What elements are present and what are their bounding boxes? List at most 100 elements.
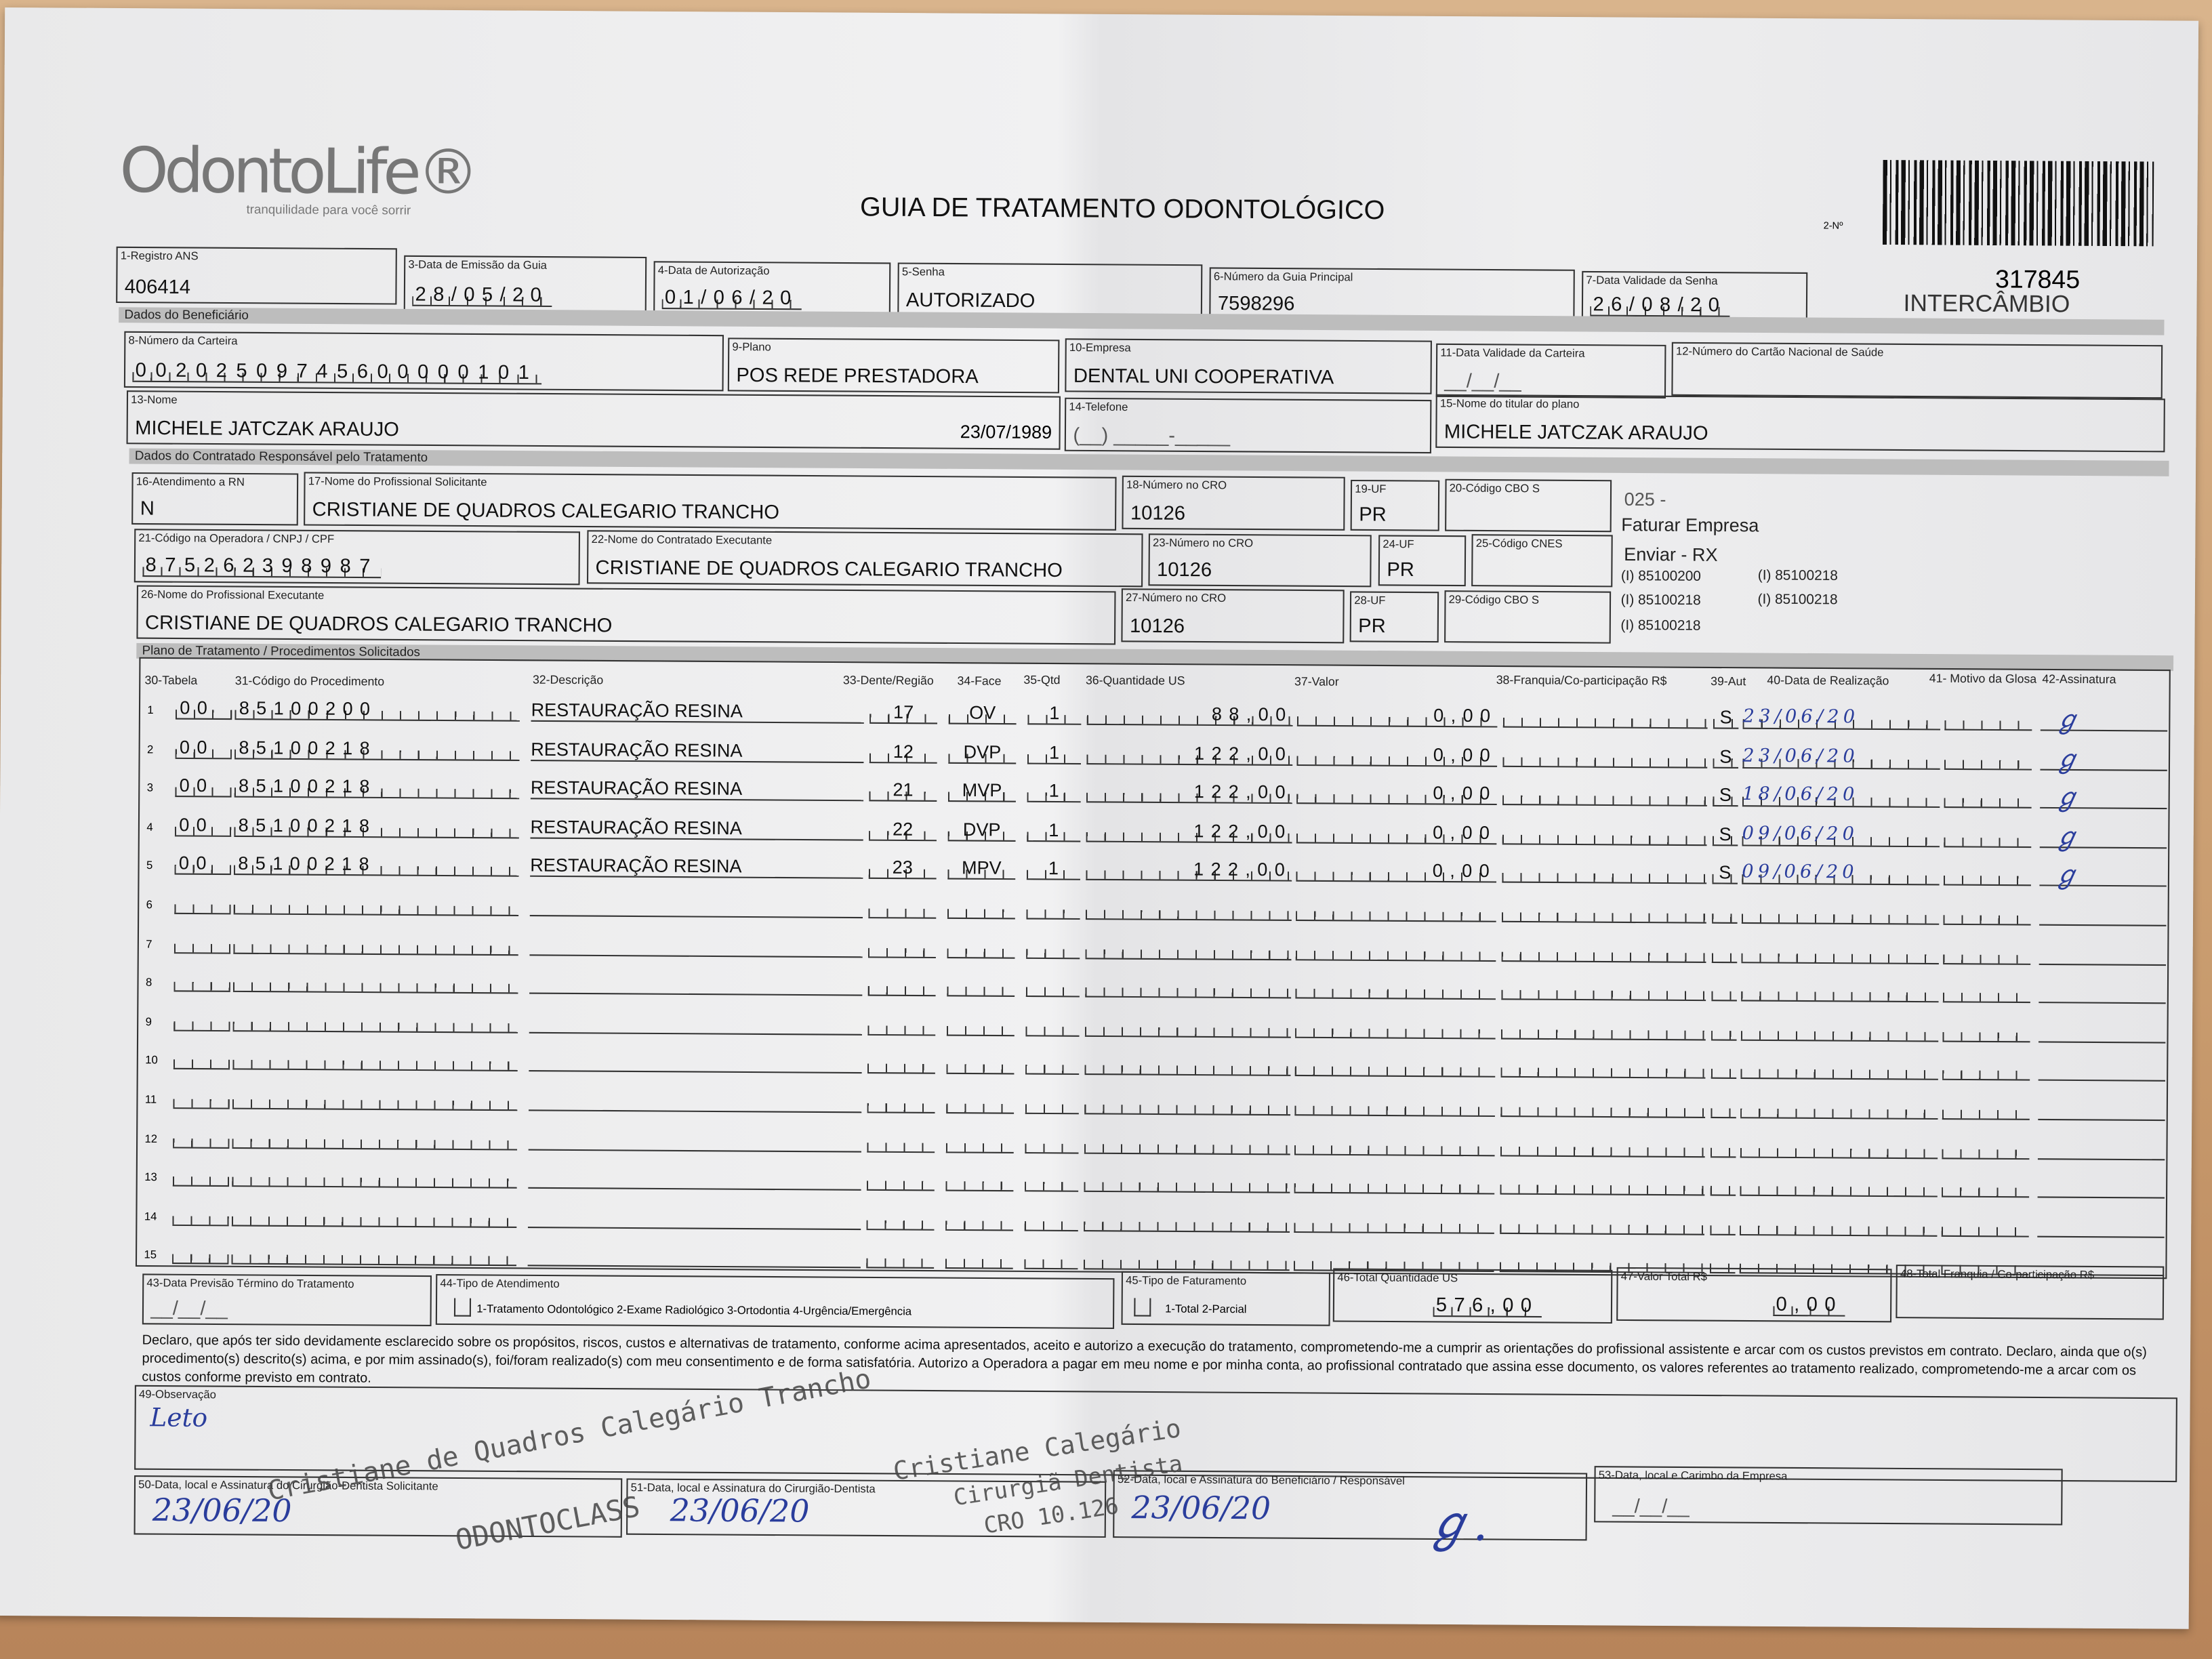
cell-descricao[interactable] — [529, 1010, 863, 1036]
cell-tabela[interactable] — [173, 930, 231, 954]
cell-dente[interactable] — [867, 973, 936, 997]
cell-tabela[interactable] — [172, 1203, 229, 1227]
cell-franquia[interactable] — [1501, 938, 1706, 963]
cell-aut[interactable] — [1712, 901, 1738, 924]
cell-dente[interactable] — [867, 1090, 935, 1114]
cell-assinatura[interactable] — [2039, 941, 2167, 966]
cell-codigo[interactable] — [231, 1242, 517, 1267]
cell-glosa[interactable] — [1942, 1174, 2030, 1198]
cell-codigo[interactable] — [232, 1125, 518, 1150]
cell-data[interactable]: 23/06/20 — [1742, 706, 1941, 731]
cell-dente[interactable] — [866, 1246, 935, 1269]
cell-valor[interactable] — [1295, 937, 1496, 962]
cell-assinatura[interactable]: ℊ — [2039, 822, 2167, 852]
cell-qtd-us[interactable] — [1084, 1208, 1290, 1233]
cell-franquia[interactable] — [1502, 821, 1707, 846]
cell-codigo[interactable]: 85100218 — [234, 853, 519, 878]
cell-tabela[interactable]: 00 — [175, 735, 232, 759]
cell-aut[interactable]: S — [1712, 823, 1738, 846]
cell-qtd-us[interactable] — [1084, 1169, 1290, 1194]
cell-qtd[interactable] — [1026, 935, 1080, 959]
cell-face[interactable] — [946, 1052, 1015, 1076]
cell-codigo[interactable] — [233, 892, 519, 916]
cell-qtd-us[interactable]: 88,00 — [1086, 702, 1293, 726]
cell-codigo[interactable] — [232, 1008, 518, 1033]
cell-descricao[interactable]: RESTAURAÇÃO RESINA — [531, 699, 864, 724]
cell-qtd-us[interactable] — [1084, 1052, 1291, 1077]
cell-descricao[interactable] — [529, 1088, 862, 1113]
cell-codigo[interactable] — [232, 1086, 518, 1111]
cell-valor[interactable] — [1294, 1054, 1496, 1078]
cell-franquia[interactable] — [1502, 783, 1708, 807]
cell-glosa[interactable] — [1942, 1097, 2030, 1120]
cell-data[interactable] — [1741, 979, 1939, 1003]
cell-tabela[interactable] — [173, 1008, 230, 1031]
cell-codigo[interactable] — [232, 1047, 518, 1072]
cell-descricao[interactable] — [529, 933, 863, 958]
cell-qtd[interactable] — [1026, 897, 1080, 920]
cell-glosa[interactable] — [1943, 863, 2032, 887]
cell-qtd-us[interactable] — [1083, 1247, 1290, 1272]
cell-franquia[interactable] — [1500, 1172, 1705, 1196]
cell-glosa[interactable] — [1944, 708, 2032, 731]
cell-qtd[interactable] — [1024, 1247, 1078, 1271]
cell-assinatura[interactable] — [2039, 903, 2167, 926]
cell-aut[interactable]: S — [1713, 784, 1738, 807]
cell-face[interactable] — [945, 1246, 1013, 1270]
cell-assinatura[interactable] — [2037, 1136, 2165, 1160]
cell-dente[interactable] — [867, 1129, 935, 1153]
cell-face[interactable] — [945, 1130, 1014, 1153]
cell-qtd[interactable] — [1025, 975, 1080, 998]
cell-aut[interactable] — [1711, 979, 1738, 1002]
cell-descricao[interactable] — [527, 1205, 861, 1230]
cell-franquia[interactable] — [1502, 705, 1708, 729]
cell-descricao[interactable] — [529, 893, 863, 919]
cell-dente[interactable] — [868, 895, 937, 919]
cell-glosa[interactable] — [1944, 785, 2032, 809]
cell-descricao[interactable] — [528, 1166, 861, 1191]
cell-franquia[interactable] — [1500, 1094, 1706, 1118]
cell-qtd-us[interactable]: 122,00 — [1086, 780, 1293, 804]
cell-descricao[interactable]: RESTAURAÇÃO RESINA — [530, 855, 863, 880]
cell-tabela[interactable] — [173, 969, 230, 993]
cell-assinatura[interactable] — [2037, 1214, 2165, 1238]
cell-data[interactable] — [1740, 1095, 1938, 1120]
cell-assinatura[interactable] — [2038, 1019, 2166, 1044]
cell-assinatura[interactable]: ℊ — [2040, 745, 2167, 774]
cell-franquia[interactable] — [1500, 1211, 1705, 1235]
cell-qtd[interactable] — [1025, 1013, 1080, 1037]
cell-glosa[interactable] — [1942, 980, 2031, 1004]
cell-qtd-us[interactable]: 122,00 — [1086, 741, 1293, 766]
cell-dente[interactable]: 22 — [869, 817, 937, 841]
cell-valor[interactable]: 0,00 — [1296, 859, 1497, 884]
cell-valor[interactable]: 0,00 — [1296, 703, 1498, 728]
cell-codigo[interactable]: 85100200 — [234, 697, 520, 722]
tipo-atendimento-input[interactable] — [453, 1298, 472, 1317]
cell-qtd[interactable] — [1025, 1052, 1080, 1076]
cell-glosa[interactable] — [1942, 1019, 2030, 1042]
cell-qtd[interactable] — [1025, 1091, 1080, 1115]
cell-face[interactable] — [945, 1168, 1014, 1192]
cell-aut[interactable]: S — [1713, 745, 1739, 769]
cell-face[interactable]: MPV — [947, 857, 1016, 880]
cell-glosa[interactable] — [1942, 1136, 2030, 1160]
cell-face[interactable]: OV — [948, 701, 1017, 725]
cell-face[interactable] — [947, 935, 1015, 958]
cell-tabela[interactable]: 00 — [174, 813, 232, 837]
cell-face[interactable]: DVP — [947, 818, 1016, 842]
cell-data[interactable] — [1740, 1018, 1939, 1042]
cell-data[interactable]: 18/06/20 — [1742, 784, 1940, 808]
cell-dente[interactable] — [868, 935, 937, 958]
cell-dente[interactable] — [867, 1012, 936, 1036]
cell-valor[interactable]: 0,00 — [1296, 781, 1497, 806]
cell-qtd[interactable]: 1 — [1027, 702, 1082, 725]
cell-descricao[interactable] — [529, 971, 863, 996]
cell-valor[interactable] — [1294, 1170, 1495, 1195]
cell-codigo[interactable]: 85100218 — [234, 814, 520, 839]
cell-dente[interactable]: 21 — [869, 779, 937, 802]
cell-aut[interactable] — [1711, 1095, 1737, 1119]
cell-valor[interactable] — [1295, 976, 1496, 1000]
cell-assinatura[interactable]: ℊ — [2040, 705, 2168, 735]
cell-qtd-us[interactable] — [1085, 975, 1292, 999]
cell-qtd[interactable] — [1025, 1169, 1079, 1193]
